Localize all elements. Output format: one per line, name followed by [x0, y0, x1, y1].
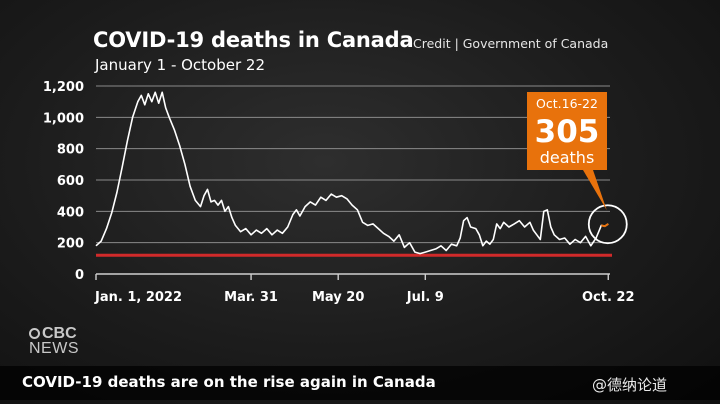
chart-subtitle: January 1 - October 22	[95, 56, 266, 74]
x-tick-label: Oct. 22	[582, 290, 635, 305]
logo-line2: NEWS	[29, 340, 79, 357]
credit-text: Credit | Government of Canada	[413, 36, 609, 51]
highlight-segment	[601, 223, 609, 228]
watermark: @德纳论道	[592, 376, 668, 394]
x-axis-ticks: Jan. 1, 2022 Mar. 31 May 20 Jul. 9 Oct. 22	[94, 274, 635, 305]
x-tick-label: Mar. 31	[224, 290, 278, 305]
cbc-gem-icon	[29, 328, 40, 339]
highlight-circle	[587, 204, 628, 245]
x-tick-label: Jul. 9	[406, 290, 444, 305]
grid-lines	[96, 85, 610, 244]
chart-title: COVID-19 deaths in Canada	[93, 28, 414, 52]
series-line	[95, 91, 609, 255]
y-tick-label: 1,000	[43, 111, 84, 126]
callout-unit: deaths	[540, 148, 595, 167]
x-tick-label: Jan. 1, 2022	[94, 290, 182, 305]
callout-value: 305	[535, 114, 600, 150]
logo-line1: CBC	[42, 325, 77, 342]
y-axis-ticks: 0 200 400 600 800 1,000 1,200	[43, 80, 84, 283]
ticker-text: COVID-19 deaths are on the rise again in…	[22, 373, 436, 391]
callout-pointer	[583, 170, 607, 211]
y-tick-label: 800	[57, 143, 84, 158]
callout-dates: Oct.16-22	[536, 96, 598, 111]
y-tick-label: 0	[75, 268, 84, 283]
callout-box	[527, 92, 607, 170]
y-tick-label: 600	[57, 174, 84, 189]
x-tick-label: May 20	[312, 290, 364, 305]
news-ticker: COVID-19 deaths are on the rise again in…	[0, 366, 720, 400]
cbc-news-logo: CBC NEWS	[29, 325, 79, 357]
y-tick-label: 400	[57, 205, 84, 220]
y-tick-label: 1,200	[43, 80, 84, 95]
y-tick-label: 200	[57, 237, 84, 252]
